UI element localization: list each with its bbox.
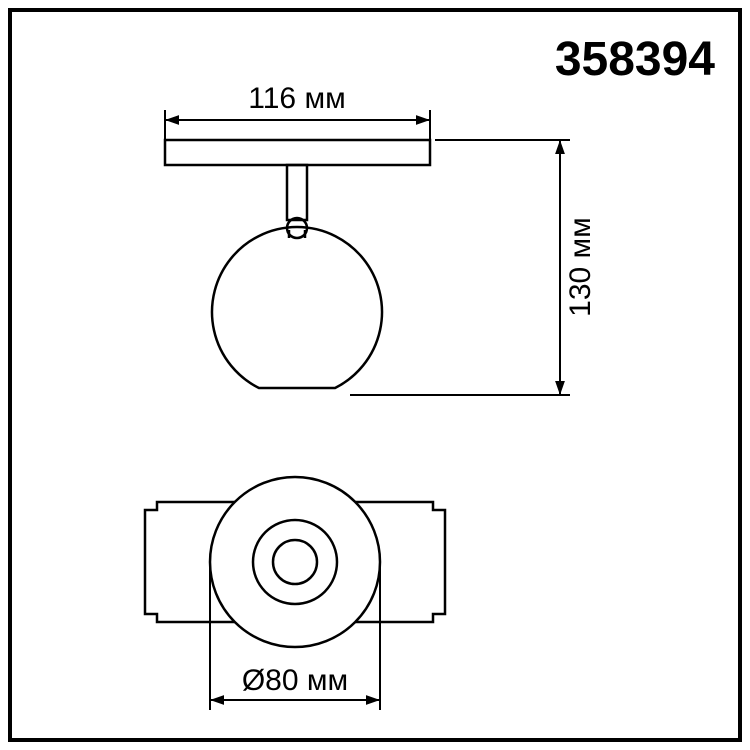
bottom-view-head-outer bbox=[210, 477, 380, 647]
product-code: 358394 bbox=[555, 33, 715, 86]
side-view-stem bbox=[287, 165, 307, 220]
side-view-sphere-head bbox=[212, 227, 382, 388]
dimension-width-label: 116 мм bbox=[248, 82, 345, 115]
dimension-diameter-label: Ø80 мм bbox=[242, 664, 348, 697]
dimension-height-label: 130 мм bbox=[564, 217, 597, 317]
side-view-mounting-plate bbox=[165, 140, 430, 165]
